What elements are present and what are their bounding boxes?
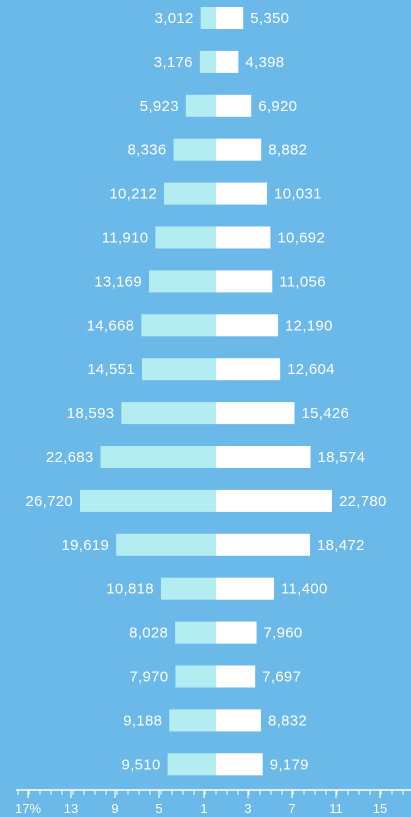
value-label-right-10: 18,574 xyxy=(318,449,366,466)
value-label-left-17: 9,510 xyxy=(122,756,161,773)
x-tick-label-5: 3 xyxy=(244,801,251,816)
value-label-left-14: 8,028 xyxy=(129,625,168,642)
value-label-right-0: 5,350 xyxy=(250,10,289,27)
bar-left-16 xyxy=(169,709,216,732)
bar-left-3 xyxy=(173,138,216,161)
bar-left-17 xyxy=(167,753,216,776)
value-label-right-15: 7,697 xyxy=(262,669,301,686)
bar-right-1 xyxy=(216,50,239,73)
value-label-left-2: 5,923 xyxy=(140,98,179,115)
x-tick-label-0: 17% xyxy=(15,801,41,816)
bar-right-16 xyxy=(216,709,261,732)
value-label-right-6: 11,056 xyxy=(279,273,326,290)
bar-right-8 xyxy=(216,358,281,381)
value-label-left-7: 14,668 xyxy=(87,317,135,334)
value-label-right-11: 22,780 xyxy=(339,493,387,510)
value-label-left-10: 22,683 xyxy=(46,449,94,466)
x-tick-label-3: 5 xyxy=(155,801,162,816)
bar-left-8 xyxy=(141,358,216,381)
value-label-left-11: 26,720 xyxy=(25,493,73,510)
bar-left-6 xyxy=(148,270,216,293)
value-label-right-17: 9,179 xyxy=(270,756,309,773)
bar-right-13 xyxy=(216,577,275,600)
value-label-left-1: 3,176 xyxy=(154,54,193,71)
value-label-right-16: 8,832 xyxy=(268,712,307,729)
bar-left-15 xyxy=(175,665,216,688)
x-axis: 17% 13 9 5 1 3 7 11 15 xyxy=(15,789,411,816)
bar-right-15 xyxy=(216,665,256,688)
bar-right-7 xyxy=(216,314,279,337)
bar-right-3 xyxy=(216,138,262,161)
bar-left-11 xyxy=(80,489,216,512)
x-tick-label-1: 13 xyxy=(64,801,78,816)
value-label-right-8: 12,604 xyxy=(287,361,335,378)
bar-left-7 xyxy=(141,314,216,337)
bar-left-14 xyxy=(175,621,216,644)
value-label-right-3: 8,882 xyxy=(268,142,307,159)
bar-left-1 xyxy=(199,50,216,73)
bar-right-12 xyxy=(216,533,311,556)
value-label-right-2: 6,920 xyxy=(258,98,297,115)
x-tick-label-2: 9 xyxy=(111,801,118,816)
value-label-right-9: 15,426 xyxy=(302,405,350,422)
bar-left-2 xyxy=(185,94,216,117)
bar-left-12 xyxy=(116,533,216,556)
value-label-left-12: 19,619 xyxy=(61,537,109,554)
bar-right-2 xyxy=(216,94,252,117)
value-labels-group: 3,012 5,350 3,176 4,398 5,923 6,920 8,336 8,882… xyxy=(25,10,386,773)
x-tick-label-6: 7 xyxy=(288,801,295,816)
value-label-right-12: 18,472 xyxy=(317,537,365,554)
value-label-left-16: 9,188 xyxy=(123,712,162,729)
bar-left-4 xyxy=(164,182,216,205)
bar-right-0 xyxy=(216,7,244,29)
value-label-right-1: 4,398 xyxy=(245,54,284,71)
bar-left-10 xyxy=(100,446,216,468)
value-label-left-9: 18,593 xyxy=(67,405,115,422)
bar-left-5 xyxy=(155,226,216,249)
value-label-left-8: 14,551 xyxy=(87,361,135,378)
bar-left-13 xyxy=(160,577,216,600)
bar-left-0 xyxy=(200,7,216,29)
value-label-left-15: 7,970 xyxy=(129,669,168,686)
bar-right-11 xyxy=(216,489,332,512)
value-label-right-13: 11,400 xyxy=(281,581,328,598)
bar-right-4 xyxy=(216,182,268,205)
bar-right-5 xyxy=(216,226,271,249)
x-tick-label-7: 11 xyxy=(329,801,343,816)
value-label-left-6: 13,169 xyxy=(94,273,142,290)
bar-right-9 xyxy=(216,402,295,425)
value-label-left-3: 8,336 xyxy=(128,142,167,159)
value-label-left-4: 10,212 xyxy=(109,186,157,203)
value-label-left-13: 10,818 xyxy=(106,581,154,598)
bar-left-9 xyxy=(121,402,216,425)
bar-right-10 xyxy=(216,446,311,468)
value-label-left-5: 11,910 xyxy=(102,230,149,247)
bar-right-6 xyxy=(216,270,273,293)
bar-right-14 xyxy=(216,621,257,644)
value-label-right-5: 10,692 xyxy=(277,230,325,247)
x-tick-label-4: 1 xyxy=(200,801,207,816)
value-label-right-7: 12,190 xyxy=(285,317,333,334)
value-label-left-0: 3,012 xyxy=(155,10,194,27)
bars-group xyxy=(80,7,332,776)
value-label-right-4: 10,031 xyxy=(274,186,322,203)
bar-right-17 xyxy=(216,753,263,776)
x-tick-label-8: 15 xyxy=(373,801,387,816)
value-label-right-14: 7,960 xyxy=(264,625,303,642)
